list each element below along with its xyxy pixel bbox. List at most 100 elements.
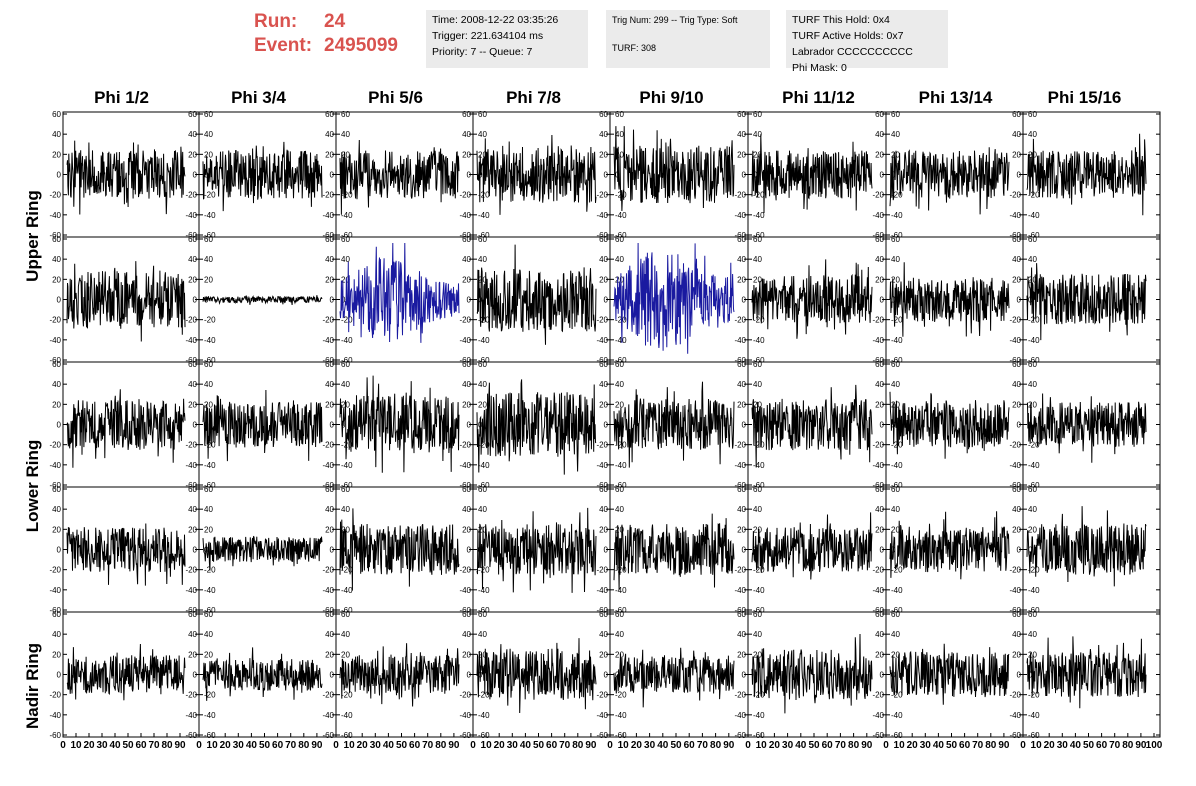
ytick-label: -60 [1009,356,1021,365]
ytick-label: 20 [478,400,487,409]
xtick-label: 50 [946,740,958,751]
waveform-trace-r3-c0 [66,523,186,586]
ytick-label: -60 [478,731,490,740]
ytick-label: -60 [341,481,353,490]
ytick-label: 40 [341,255,350,264]
ytick-label: -60 [478,606,490,615]
ytick-label: -60 [204,731,216,740]
ytick-label: 60 [341,485,350,494]
xtick-label: 40 [520,740,532,751]
ytick-label: 20 [1028,150,1037,159]
ytick-label: 0 [604,546,609,555]
ytick-label: 0 [880,546,885,555]
ytick-label: 60 [753,610,762,619]
ytick-label: -60 [891,231,903,240]
ytick-label: 60 [204,110,213,119]
ytick-label: 20 [891,400,900,409]
ytick-label: 60 [1012,610,1021,619]
xtick-label: 40 [657,740,669,751]
ytick-label: -60 [341,606,353,615]
ytick-label: 40 [462,630,471,639]
ytick-label: 60 [325,110,334,119]
ytick-label: 20 [753,275,762,284]
ytick-label: -60 [341,731,353,740]
ytick-label: 40 [341,130,350,139]
ytick-label: 20 [599,525,608,534]
xtick-label: 0 [745,740,751,751]
ytick-label: 40 [615,255,624,264]
ytick-label: -60 [891,356,903,365]
ytick-label: -20 [596,691,608,700]
ytick-label: -60 [615,481,627,490]
xtick-label: 80 [1122,740,1134,751]
ytick-label: -40 [185,336,197,345]
ytick-label: 20 [188,275,197,284]
ytick-label: 0 [467,546,472,555]
ytick-label: -40 [341,586,353,595]
ytick-label: 20 [478,650,487,659]
waveform-trace-r3-c2 [339,508,460,591]
ytick-label: -40 [872,211,884,220]
ytick-label: -40 [49,711,61,720]
xtick-label: 60 [546,740,558,751]
ytick-label: -40 [615,586,627,595]
waveform-trace-r0-c6 [889,147,1010,215]
ytick-label: -60 [322,606,334,615]
ytick-label: 40 [615,505,624,514]
ytick-label: 60 [891,110,900,119]
ytick-label: -20 [341,441,353,450]
ytick-label: 60 [478,235,487,244]
ytick-label: 0 [330,171,335,180]
ytick-label: 60 [325,485,334,494]
ytick-label: 0 [604,421,609,430]
ytick-label: 40 [462,130,471,139]
xtick-label: 70 [422,740,434,751]
ytick-label: -40 [734,336,746,345]
waveform-trace-r4-c3 [476,638,597,714]
ytick-label: -20 [734,316,746,325]
ytick-label: -40 [734,586,746,595]
ytick-label: -60 [478,356,490,365]
ytick-label: 40 [478,505,487,514]
ytick-label: 40 [753,255,762,264]
ytick-label: 60 [615,235,624,244]
ytick-label: 20 [737,400,746,409]
ytick-label: 20 [875,650,884,659]
ytick-label: 0 [330,671,335,680]
waveform-trace-r1-c6 [889,262,1010,337]
xtick-label: 0 [883,740,889,751]
ytick-label: 20 [599,150,608,159]
ytick-label: -20 [478,566,490,575]
turf-active-line: TURF Active Holds: 0x7 [792,30,904,42]
ytick-label: 60 [1012,235,1021,244]
ytick-label: -20 [478,441,490,450]
ytick-label: 60 [341,360,350,369]
xtick-label: 0 [1020,740,1026,751]
ytick-label: 20 [204,275,213,284]
ytick-label: 60 [875,110,884,119]
ytick-label: 40 [341,380,350,389]
ytick-label: 20 [1012,150,1021,159]
column-header-phi-3-4: Phi 3/4 [231,88,286,107]
ytick-label: 60 [462,235,471,244]
xtick-label: 60 [272,740,284,751]
ytick-label: 60 [52,610,61,619]
ytick-label: -60 [459,356,471,365]
xtick-label: 90 [723,740,735,751]
ytick-label: 60 [891,485,900,494]
ytick-label: 40 [188,380,197,389]
ytick-label: -60 [1028,356,1040,365]
ytick-label: 60 [875,485,884,494]
waveform-trace-r3-c1 [202,535,323,571]
ytick-label: 60 [753,235,762,244]
ytick-label: 0 [467,171,472,180]
time-line: Time: 2008-12-22 03:35:26 [432,14,559,26]
time-info-box: Time: 2008-12-22 03:35:26 Trigger: 221.6… [426,10,588,68]
ytick-label: 60 [737,610,746,619]
ytick-label: 40 [462,255,471,264]
xtick-label: 10 [481,740,493,751]
column-header-phi-11-12: Phi 11/12 [782,88,855,107]
xtick-label: 40 [109,740,121,751]
ytick-label: -20 [891,316,903,325]
ytick-label: -60 [734,356,746,365]
